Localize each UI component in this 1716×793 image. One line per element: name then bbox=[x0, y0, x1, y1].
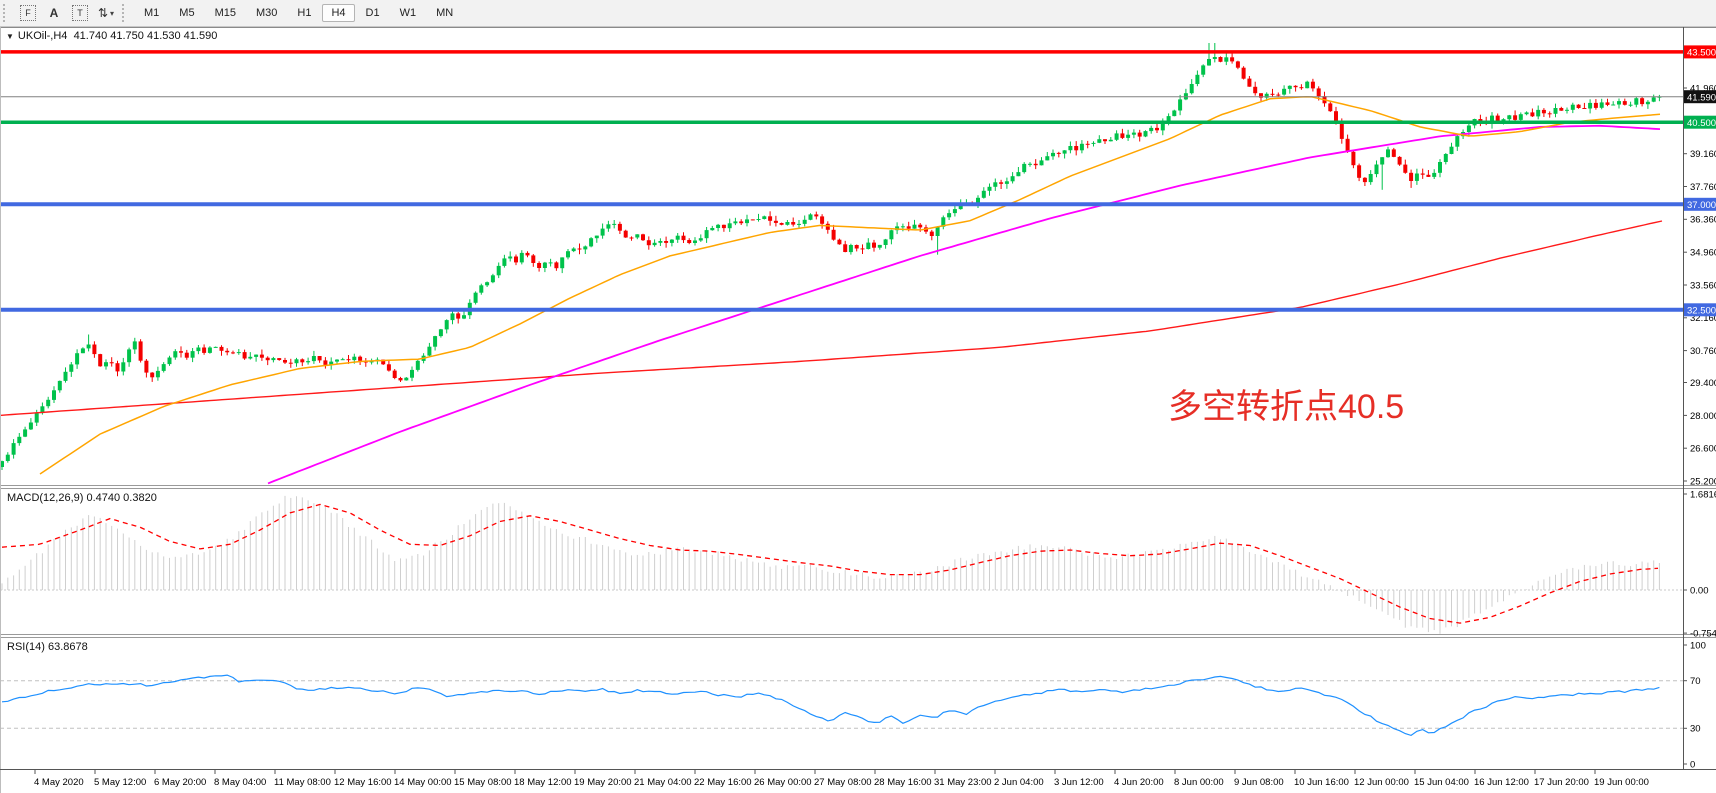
text-box-icon: T bbox=[72, 5, 88, 21]
svg-text:40.500: 40.500 bbox=[1687, 118, 1716, 129]
macd-axis-label: 0.00 bbox=[1690, 585, 1709, 596]
timeframe-button-w1[interactable]: W1 bbox=[399, 7, 417, 19]
time-tick-label: 12 May 16:00 bbox=[334, 777, 392, 788]
time-tick-label: 16 Jun 12:00 bbox=[1474, 777, 1529, 788]
price-level-badge: 41.590 bbox=[1684, 90, 1716, 103]
time-tick-label: 22 May 16:00 bbox=[694, 777, 752, 788]
timeframe-button-d1[interactable]: D1 bbox=[365, 7, 380, 19]
svg-text:37.000: 37.000 bbox=[1687, 200, 1716, 211]
time-tick-label: 2 Jun 04:00 bbox=[994, 777, 1044, 788]
timeframe-button-m30[interactable]: M30 bbox=[255, 7, 278, 19]
toolbar-grip[interactable] bbox=[122, 4, 131, 22]
rsi-axis-label: 70 bbox=[1690, 676, 1701, 687]
rsi-axis-label: 0 bbox=[1690, 759, 1695, 770]
time-tick-label: 19 May 20:00 bbox=[574, 777, 632, 788]
svg-text:41.590: 41.590 bbox=[1687, 92, 1716, 103]
symbol-period-label: UKOil-,H4 bbox=[17, 30, 68, 42]
ma-slow-line bbox=[0, 220, 1663, 417]
time-tick-label: 19 Jun 00:00 bbox=[1594, 777, 1649, 788]
price-axis[interactable]: 41.960 39.160 37.760 36.360 34.960 33.560 32.1… bbox=[1683, 83, 1716, 770]
chart-window: 41.960 39.160 37.760 36.360 34.960 33.560 32.1… bbox=[0, 27, 1716, 793]
price-tick-label: 25.200 bbox=[1690, 476, 1716, 487]
time-tick-label: 9 Jun 08:00 bbox=[1234, 777, 1284, 788]
text-label-icon: A bbox=[49, 6, 59, 20]
dropdown-caret-icon[interactable]: ▾ bbox=[110, 8, 115, 18]
chart-annotation-text: 多空转折点40.5 bbox=[1168, 388, 1405, 426]
price-tick-label: 32.160 bbox=[1690, 313, 1716, 324]
timeframe-button-h1[interactable]: H1 bbox=[297, 7, 312, 19]
panel-separators[interactable] bbox=[0, 485, 1716, 638]
macd-axis-label: -0.7544 bbox=[1690, 629, 1716, 640]
svg-text:43.500: 43.500 bbox=[1687, 48, 1716, 59]
macd-indicator-label: MACD(12,26,9) 0.4740 0.3820 bbox=[7, 492, 157, 504]
macd-panel[interactable] bbox=[0, 495, 1683, 634]
time-tick-label: 8 Jun 00:00 bbox=[1174, 777, 1224, 788]
toolbar-grip[interactable] bbox=[3, 4, 12, 22]
rsi-axis-label: 100 bbox=[1690, 640, 1706, 651]
time-tick-label: 27 May 08:00 bbox=[814, 777, 872, 788]
frame-f-icon-button[interactable]: F bbox=[16, 3, 40, 24]
text-label-icon-button[interactable]: A bbox=[42, 3, 66, 24]
time-tick-label: 11 May 08:00 bbox=[274, 777, 331, 788]
time-tick-label: 26 May 00:00 bbox=[754, 777, 812, 788]
price-level-badge: 32.500 bbox=[1684, 303, 1716, 316]
arrange-arrows-icon: ⇅ bbox=[97, 6, 109, 20]
candlestick-series bbox=[0, 43, 1662, 470]
time-tick-label: 4 May 2020 bbox=[34, 777, 84, 788]
price-level-badge: 37.000 bbox=[1684, 197, 1716, 211]
time-tick-label: 10 Jun 16:00 bbox=[1294, 777, 1349, 788]
timeframe-button-mn[interactable]: MN bbox=[436, 7, 454, 19]
price-tick-label: 39.160 bbox=[1690, 149, 1716, 160]
rsi-panel[interactable] bbox=[0, 674, 1683, 737]
price-level-badge: 40.500 bbox=[1684, 115, 1716, 129]
time-tick-label: 15 May 08:00 bbox=[454, 777, 512, 788]
rsi-axis-label: 30 bbox=[1690, 724, 1701, 735]
toolbar: F A T ⇅ ▾ M1 M5 M15 M30 H1 H4 D1 W1 MN bbox=[0, 0, 1716, 27]
price-tick-label: 41.960 bbox=[1690, 83, 1716, 94]
time-tick-label: 5 May 12:00 bbox=[94, 777, 146, 788]
time-tick-label: 21 May 04:00 bbox=[634, 777, 692, 788]
price-tick-label: 26.600 bbox=[1690, 444, 1716, 455]
time-tick-label: 3 Jun 12:00 bbox=[1054, 777, 1104, 788]
time-tick-label: 18 May 12:00 bbox=[514, 777, 572, 788]
time-tick-label: 8 May 04:00 bbox=[214, 777, 266, 788]
time-tick-label: 17 Jun 20:00 bbox=[1534, 777, 1589, 788]
price-tick-label: 28.000 bbox=[1690, 411, 1716, 422]
frame-f-icon: F bbox=[20, 5, 36, 21]
price-tick-label: 30.760 bbox=[1690, 346, 1716, 357]
price-level-badge: 43.500 bbox=[1684, 45, 1716, 59]
arrange-arrows-icon-button[interactable]: ⇅ ▾ bbox=[94, 3, 118, 24]
time-tick-label: 14 May 00:00 bbox=[394, 777, 452, 788]
time-tick-label: 15 Jun 04:00 bbox=[1414, 777, 1469, 788]
price-tick-label: 29.400 bbox=[1690, 378, 1716, 389]
time-tick-label: 31 May 23:00 bbox=[934, 777, 992, 788]
ma-mid-line bbox=[267, 124, 1661, 485]
chart-title: ▼ UKOil-,H4 41.740 41.750 41.530 41.590 bbox=[6, 30, 217, 42]
timeframe-button-m15[interactable]: M15 bbox=[214, 7, 236, 19]
time-axis[interactable]: 4 May 2020 5 May 12:00 6 May 20:00 8 May 04… bbox=[34, 769, 1649, 788]
price-tick-label: 36.360 bbox=[1690, 215, 1716, 226]
time-tick-label: 6 May 20:00 bbox=[154, 777, 206, 788]
ma-fast-line bbox=[39, 95, 1661, 475]
price-tick-label: 34.960 bbox=[1690, 248, 1716, 259]
timeframe-button-h4[interactable]: H4 bbox=[322, 4, 355, 22]
svg-text:32.500: 32.500 bbox=[1687, 305, 1716, 316]
timeframe-button-m1[interactable]: M1 bbox=[144, 7, 160, 19]
time-tick-label: 28 May 16:00 bbox=[874, 777, 932, 788]
time-tick-label: 12 Jun 00:00 bbox=[1354, 777, 1409, 788]
timeframe-button-m5[interactable]: M5 bbox=[179, 7, 195, 19]
macd-axis-label: 1.6816 bbox=[1690, 489, 1716, 500]
chart-canvas[interactable]: 41.960 39.160 37.760 36.360 34.960 33.560 32.1… bbox=[0, 27, 1716, 793]
chart-border bbox=[0, 27, 1716, 793]
ohlc-values: 41.740 41.750 41.530 41.590 bbox=[73, 30, 218, 42]
price-tick-label: 37.760 bbox=[1690, 182, 1716, 193]
text-box-icon-button[interactable]: T bbox=[68, 3, 92, 24]
price-tick-label: 33.560 bbox=[1690, 280, 1716, 291]
time-tick-label: 4 Jun 20:00 bbox=[1114, 777, 1164, 788]
collapse-arrow-icon[interactable]: ▼ bbox=[6, 32, 14, 41]
rsi-indicator-label: RSI(14) 63.8678 bbox=[7, 641, 88, 653]
